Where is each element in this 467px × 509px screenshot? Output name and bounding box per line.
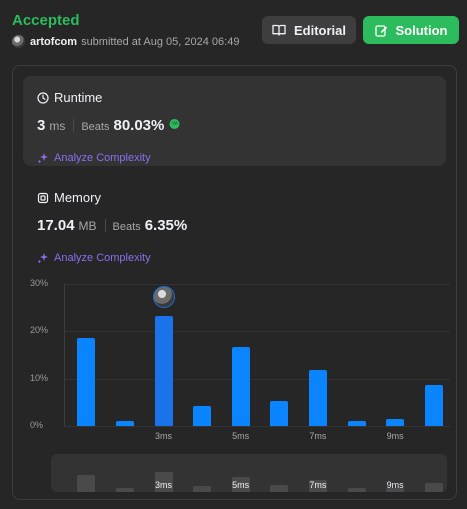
y-tick-label: 20% [30, 325, 49, 336]
runtime-card[interactable]: Runtime 3 ms Beats 80.03% Analyze Comple… [23, 76, 446, 166]
navigator-mini-bar [231, 476, 250, 492]
gridline [64, 284, 450, 285]
your-submission-avatar[interactable] [152, 285, 175, 308]
runtime-title-text: Runtime [54, 90, 103, 105]
navigator-tick-label: 3ms [154, 480, 173, 490]
navigator-mini-bar [308, 480, 327, 492]
navigator-mini-bar [347, 488, 366, 492]
submission-status: Accepted [12, 12, 80, 29]
clapping-hands-icon [168, 117, 181, 133]
navigator-tick-label: 5ms [232, 480, 250, 490]
navigator-tick-label: 7ms [309, 480, 327, 490]
clock-icon [37, 91, 49, 104]
gridline [64, 331, 450, 333]
distribution-bar[interactable] [386, 418, 405, 426]
y-tick-label: 10% [30, 372, 49, 383]
distribution-bar[interactable] [231, 347, 250, 426]
x-tick-label: 9ms [386, 431, 404, 441]
memory-beats-percent: 6.35% [144, 217, 188, 234]
distribution-bar[interactable] [308, 370, 327, 426]
divider [73, 119, 75, 132]
memory-title: Memory [37, 190, 101, 205]
memory-analyze-complexity-link[interactable]: Analyze Complexity [37, 252, 151, 264]
distribution-bar[interactable] [347, 420, 366, 426]
runtime-beats-percent: 80.03% [113, 117, 165, 134]
sparkle-icon [37, 153, 48, 164]
memory-title-text: Memory [54, 190, 101, 205]
gridline [64, 378, 450, 380]
navigator-mini-bar [386, 487, 405, 492]
runtime-analyze-label: Analyze Complexity [54, 152, 151, 164]
navigator-mini-bar [193, 485, 212, 492]
distribution-bar[interactable] [270, 400, 289, 426]
runtime-metric: 3 ms Beats 80.03% [37, 117, 181, 134]
distribution-bar[interactable] [77, 338, 96, 426]
distribution-bar[interactable] [154, 315, 173, 426]
memory-analyze-label: Analyze Complexity [54, 252, 151, 264]
distribution-bar[interactable] [424, 385, 443, 426]
solution-label: Solution [395, 22, 448, 38]
memory-metric: 17.04 MB Beats 6.35% [37, 217, 187, 234]
y-tick-label: 0% [30, 420, 44, 430]
x-tick-label: 5ms [232, 431, 250, 441]
navigator-mini-bar [154, 471, 173, 492]
runtime-value: 3 [37, 117, 46, 134]
navigator-mini-bar [115, 488, 134, 492]
memory-beats-label: Beats [112, 221, 141, 233]
y-tick-label: 30% [30, 278, 49, 288]
y-axis-line [64, 284, 65, 426]
editorial-label: Editorial [293, 22, 346, 38]
editorial-button[interactable]: Editorial [262, 16, 356, 44]
chart-range-navigator[interactable]: 3ms 5ms 7ms 9ms [51, 454, 447, 492]
navigator-mini-bar [424, 482, 443, 492]
navigator-mini-bar [77, 475, 96, 492]
x-tick-label: 7ms [309, 431, 327, 441]
distribution-bar[interactable] [193, 405, 212, 426]
performance-panel: Runtime 3 ms Beats 80.03% Analyze Comple… [12, 65, 457, 500]
book-icon [272, 24, 286, 36]
username-link[interactable]: artofcom [30, 35, 78, 48]
user-avatar[interactable] [12, 35, 25, 48]
distribution-chart[interactable]: 30% 20% 10% 0% 3ms 5ms 7ms 9ms [13, 271, 458, 441]
divider [104, 219, 106, 232]
runtime-beats-label: Beats [81, 121, 110, 133]
submission-info: artofcom submitted at Aug 05, 2024 06:49 [12, 35, 239, 48]
runtime-analyze-complexity-link[interactable]: Analyze Complexity [37, 152, 151, 164]
memory-unit: MB [78, 219, 97, 233]
memory-value: 17.04 [37, 217, 75, 234]
gridline [64, 426, 450, 427]
runtime-unit: ms [49, 119, 66, 133]
memory-card[interactable]: Memory 17.04 MB Beats 6.35% Analyze Comp… [23, 176, 446, 266]
x-tick-label: 3ms [154, 431, 173, 441]
solution-button[interactable]: Solution [363, 16, 459, 44]
chip-icon [37, 192, 49, 203]
runtime-title: Runtime [37, 90, 102, 105]
submitted-time-text: submitted at Aug 05, 2024 06:49 [81, 35, 240, 48]
edit-icon [374, 24, 387, 37]
navigator-mini-bar [270, 485, 289, 492]
sparkle-icon [37, 253, 48, 264]
distribution-bar[interactable] [115, 420, 134, 426]
navigator-tick-label: 9ms [386, 480, 404, 490]
